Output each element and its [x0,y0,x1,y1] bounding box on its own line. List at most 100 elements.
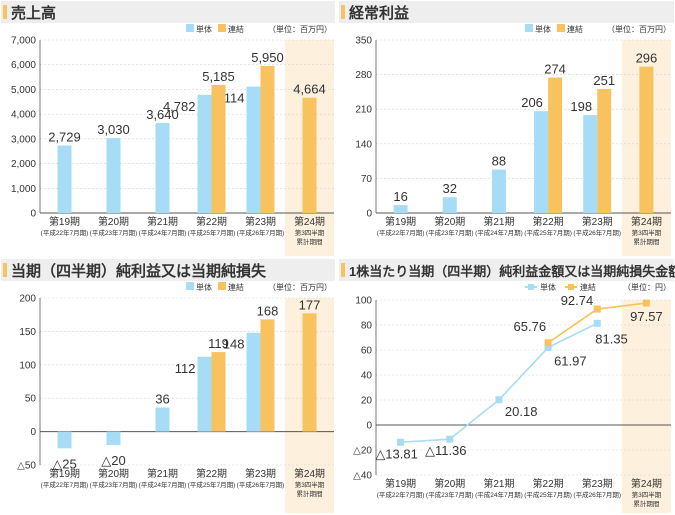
data-point-single [495,396,503,404]
data-point-single [593,319,601,327]
data-label: 251 [593,73,615,88]
bar-single [197,356,212,432]
data-label: 168 [257,303,279,318]
unit-label: （単位：百万円） [268,24,332,34]
legend-marker [568,284,574,290]
unit-label: （単位：円） [623,282,671,292]
data-point-consolidated [642,299,650,307]
category-sublabel: 第3四半期 [295,228,325,237]
data-label: △20 [101,453,125,468]
category-label: 第23期 [245,215,276,228]
y-tick-label: 0 [30,209,36,220]
chart-title: 経常利益 [349,4,409,22]
legend-swatch [218,24,226,32]
y-tick-label: △50 [17,461,36,472]
legend-label: 連結 [567,24,583,34]
data-label: 274 [544,62,566,77]
data-label: △25 [52,456,76,471]
y-tick-label: 1,000 [11,184,36,195]
category-sublabel: 累計期間 [297,237,323,246]
data-label: 177 [299,297,321,312]
title-accent [3,5,7,19]
category-sublabel: (平成24年7月期) [139,480,187,489]
y-tick-label: 40 [361,371,373,382]
y-tick-label: △20 [353,446,372,457]
category-sublabel: (平成26年7月期) [573,490,621,499]
bar-single [393,205,408,213]
legend-label: 単体 [196,24,212,34]
bar-consolidated [302,313,317,432]
y-tick-label: 350 [355,36,372,47]
unit-label: （単位：百万円） [607,24,671,34]
category-label: 第20期 [98,215,129,228]
category-label: 第19期 [385,215,416,228]
category-label: 第23期 [582,215,613,228]
category-label: 第22期 [533,477,564,490]
data-label: 3,030 [97,122,130,137]
category-label: 第24期 [294,467,325,480]
chart-title: 当期（四半期）純利益又は当期純損失 [11,262,267,280]
legend-label: 連結 [580,282,596,292]
category-sublabel: 累計期間 [633,499,659,508]
category-sublabel: (平成22年7月期) [377,490,425,499]
legend-swatch [557,24,565,32]
category-sublabel: (平成22年7月期) [377,228,425,237]
bar-consolidated [211,352,226,432]
chart-title: 1株当たり当期（四半期）純利益金額又は当期純損失金額 [349,264,675,279]
data-label: 32 [443,181,457,196]
y-tick-label: 7,000 [11,36,36,47]
category-sublabel: (平成26年7月期) [573,228,621,237]
data-label: 97.57 [630,309,663,324]
category-sublabel: (平成26年7月期) [237,228,285,237]
y-tick-label: 20 [361,396,373,407]
category-label: 第21期 [483,477,514,490]
category-sublabel: (平成25年7月期) [188,480,236,489]
bar-consolidated [548,77,563,214]
bar-single [106,431,121,445]
category-label: 第20期 [434,215,465,228]
data-label: 88 [492,154,506,169]
category-label: 第20期 [98,467,129,480]
unit-label: （単位：百万円） [268,282,332,292]
y-tick-label: 5,000 [11,85,36,96]
title-bar [339,259,674,281]
data-label: 5,950 [251,50,284,65]
category-label: 第21期 [483,215,514,228]
legend-swatch [186,24,194,32]
bar-single [57,145,72,213]
category-sublabel: (平成25年7月期) [524,490,572,499]
data-label: 20.18 [505,404,538,419]
y-tick-label: 2,000 [11,159,36,170]
bar-single [155,123,170,213]
legend-label: 単体 [196,282,212,292]
category-sublabel: (平成23年7月期) [90,228,138,237]
bar-single [246,332,261,432]
title-bar [1,259,335,281]
legend-swatch [218,282,226,290]
legend-label: 連結 [228,282,244,292]
category-sublabel: 累計期間 [633,237,659,246]
bar-single [106,138,121,213]
y-tick-label: 70 [361,174,373,185]
y-tick-label: 100 [355,296,372,307]
data-label: 112 [175,361,196,376]
data-label: 4,782 [163,99,196,114]
title-accent [341,5,345,19]
y-tick-label: 0 [366,421,372,432]
category-label: 第19期 [385,477,416,490]
data-point-consolidated [544,339,552,347]
category-sublabel: (平成24年7月期) [139,228,187,237]
data-label: 3,640 [146,107,179,122]
bar-single [583,115,598,213]
y-tick-label: 150 [19,327,36,338]
category-sublabel: (平成22年7月期) [41,480,89,489]
data-label: 16 [393,189,407,204]
bar-consolidated [597,88,612,213]
category-label: 第22期 [196,467,227,480]
y-tick-label: 100 [19,360,36,371]
legend-marker [528,284,534,290]
data-label: 2,729 [48,130,81,145]
data-label: 81.35 [595,331,628,346]
